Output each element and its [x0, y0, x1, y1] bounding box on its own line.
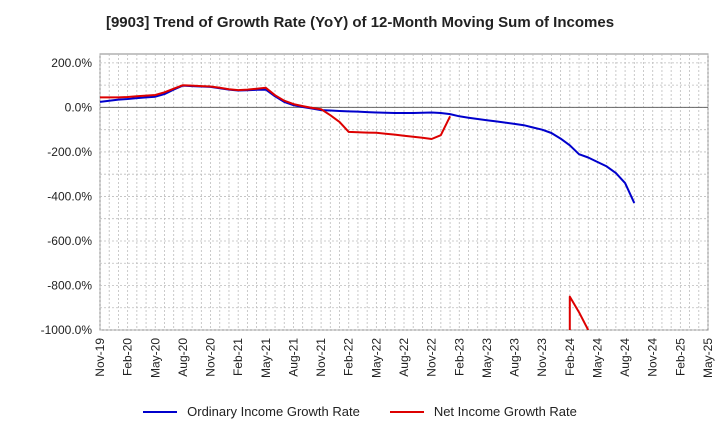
x-tick-label: Feb-20 [121, 338, 135, 376]
legend-swatch-ordinary [143, 410, 178, 413]
x-tick-label: May-21 [259, 338, 273, 378]
x-tick-label: Feb-24 [563, 338, 577, 376]
x-tick-label: Feb-23 [452, 338, 466, 376]
y-tick-label: -1000.0% [41, 323, 93, 337]
legend-label-ordinary: Ordinary Income Growth Rate [187, 404, 360, 419]
x-tick-label: Aug-22 [397, 338, 411, 377]
x-tick-label: Aug-21 [286, 338, 300, 377]
x-tick-label: Nov-24 [646, 338, 660, 377]
x-tick-label: May-23 [480, 338, 494, 378]
series-line-net-income [100, 84, 451, 140]
x-tick-label: May-20 [148, 338, 162, 378]
x-tick-label: Aug-23 [508, 338, 522, 377]
legend: Ordinary Income Growth Rate Net Income G… [0, 404, 720, 419]
x-tick-label: May-24 [590, 338, 604, 378]
x-tick-label: Nov-23 [535, 338, 549, 377]
legend-item-net: Net Income Growth Rate [389, 404, 577, 419]
x-tick-label: Nov-21 [314, 338, 328, 377]
x-tick-label: Feb-21 [231, 338, 245, 376]
y-tick-label: -800.0% [47, 278, 92, 292]
y-tick-label: -600.0% [47, 234, 92, 248]
x-tick-label: May-25 [701, 338, 715, 378]
legend-item-ordinary: Ordinary Income Growth Rate [143, 404, 360, 419]
x-tick-label: Feb-22 [342, 338, 356, 376]
x-tick-label: Nov-20 [204, 338, 218, 377]
x-tick-label: Aug-20 [176, 338, 190, 377]
chart-title: [9903] Trend of Growth Rate (YoY) of 12-… [105, 14, 615, 31]
y-tick-label: -400.0% [47, 189, 92, 203]
legend-label-net: Net Income Growth Rate [433, 404, 577, 419]
y-tick-label: -200.0% [47, 145, 92, 159]
series-line-net-income [568, 295, 590, 330]
x-tick-label: Aug-24 [618, 338, 632, 377]
legend-swatch-net [389, 410, 424, 413]
y-tick-label: 200.0% [51, 56, 92, 70]
x-tick-label: Nov-22 [425, 338, 439, 377]
x-tick-label: Nov-19 [93, 338, 107, 377]
x-tick-label: Feb-25 [673, 338, 687, 376]
x-tick-label: May-22 [369, 338, 383, 378]
y-tick-label: 0.0% [65, 100, 93, 114]
